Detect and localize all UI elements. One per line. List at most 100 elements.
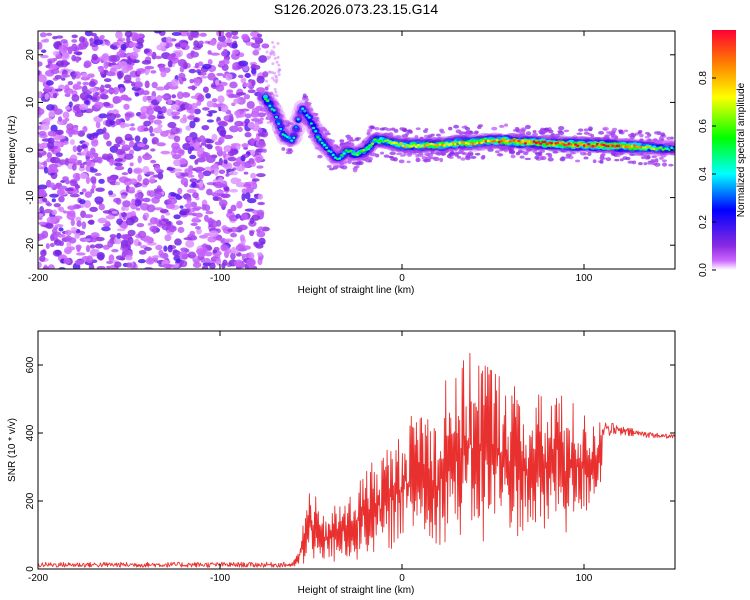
noise-blob: [105, 40, 111, 46]
noise-blob: [187, 212, 195, 216]
noise-blob: [39, 255, 46, 262]
ridge-halo-blob: [552, 134, 558, 139]
ridge-halo-blob: [326, 165, 332, 168]
noise-blob: [214, 181, 224, 189]
noise-blob: [186, 189, 197, 194]
noise-blob: [179, 157, 187, 165]
noise-blob: [251, 107, 260, 115]
noise-blob: [204, 166, 214, 172]
noise-blob: [81, 72, 88, 78]
noise-blob: [44, 117, 53, 121]
ridge-blob: [526, 140, 530, 143]
noise-blob: [63, 257, 71, 265]
colorbar-gradient: [712, 30, 736, 270]
noise-blob: [49, 182, 56, 189]
ridge-blob: [368, 144, 372, 147]
noise-blob: [191, 102, 198, 109]
noise-blob: [222, 58, 230, 65]
ridge-halo-blob: [654, 158, 659, 163]
noise-blob: [124, 133, 133, 141]
noise-blob: [129, 162, 134, 167]
noise-blob: [167, 197, 178, 205]
ridge-blob: [403, 145, 407, 148]
noise-blob: [189, 78, 195, 84]
ridge-blob: [473, 142, 477, 146]
noise-blob: [247, 89, 256, 94]
noise-blob: [192, 206, 202, 210]
noise-blob: [121, 144, 131, 152]
ridge-blob: [633, 144, 637, 147]
ridge-halo-blob: [575, 159, 581, 163]
noise-blob: [79, 92, 90, 101]
ridge-halo-blob: [453, 124, 460, 129]
noise-blob: [207, 236, 217, 243]
noise-blob: [135, 207, 141, 211]
noise-blob: [112, 42, 121, 46]
ridge-halo-blob: [576, 132, 583, 135]
ridge-halo-blob: [364, 156, 371, 161]
noise-blob: [70, 226, 78, 232]
ridge-halo-blob: [354, 137, 360, 142]
noise-blob: [146, 190, 151, 197]
noise-blob: [206, 100, 214, 108]
ridge-halo-blob: [346, 136, 354, 141]
noise-blob: [123, 103, 130, 110]
ridge-halo-blob: [565, 153, 572, 157]
ridge-halo-blob: [448, 126, 453, 131]
noise-blob: [109, 67, 117, 73]
noise-blob: [244, 192, 251, 200]
noise-blob: [165, 129, 172, 134]
noise-blob: [89, 206, 98, 213]
ridge-halo-blob: [496, 153, 504, 157]
ridge-halo-blob: [487, 148, 494, 152]
noise-blob: [277, 68, 281, 72]
noise-blob: [79, 191, 84, 195]
noise-blob: [268, 70, 272, 74]
noise-blob: [231, 31, 239, 36]
ridge-halo-blob: [656, 132, 661, 135]
ridge-blob: [517, 139, 521, 143]
ridge-blob: [537, 141, 540, 144]
noise-blob: [129, 127, 136, 131]
ridge-blob: [587, 142, 591, 146]
ridge-halo-blob: [668, 163, 674, 167]
noise-blob: [134, 192, 142, 199]
ridge-halo-blob: [639, 151, 644, 156]
ridge-halo-blob: [330, 139, 335, 143]
ridge-halo-blob: [521, 129, 526, 133]
colorbar-tick-label: 0.8: [698, 71, 709, 85]
noise-blob: [249, 230, 255, 237]
noise-blob: [245, 186, 254, 194]
noise-blob: [257, 193, 264, 200]
noise-blob: [170, 127, 180, 135]
noise-blob: [176, 91, 184, 100]
noise-blob: [230, 232, 238, 238]
noise-blob: [262, 148, 267, 153]
noise-blob: [94, 243, 104, 249]
ridge-blob: [624, 145, 628, 148]
noise-blob: [167, 60, 173, 68]
ridge-halo-blob: [619, 158, 624, 162]
noise-blob: [272, 78, 276, 82]
noise-blob: [255, 39, 263, 44]
ridge-halo-blob: [348, 142, 355, 147]
noise-blob: [127, 167, 133, 174]
noise-blob: [124, 113, 133, 117]
ridge-halo-blob: [428, 155, 433, 160]
ridge-blob: [668, 148, 672, 152]
noise-blob: [44, 93, 49, 100]
noise-blob: [179, 260, 188, 268]
noise-blob: [150, 148, 156, 152]
noise-blob: [181, 92, 191, 98]
noise-blob: [75, 216, 82, 222]
noise-blob: [104, 84, 112, 89]
noise-blob: [138, 249, 147, 255]
ridge-blob: [523, 142, 527, 145]
ridge-blob: [502, 138, 506, 142]
ridge-blob: [545, 142, 549, 146]
noise-blob: [139, 113, 147, 120]
noise-blob: [221, 262, 226, 269]
ridge-halo-blob: [495, 150, 500, 154]
ridge-halo-blob: [629, 153, 635, 157]
ridge-blob: [351, 152, 355, 156]
